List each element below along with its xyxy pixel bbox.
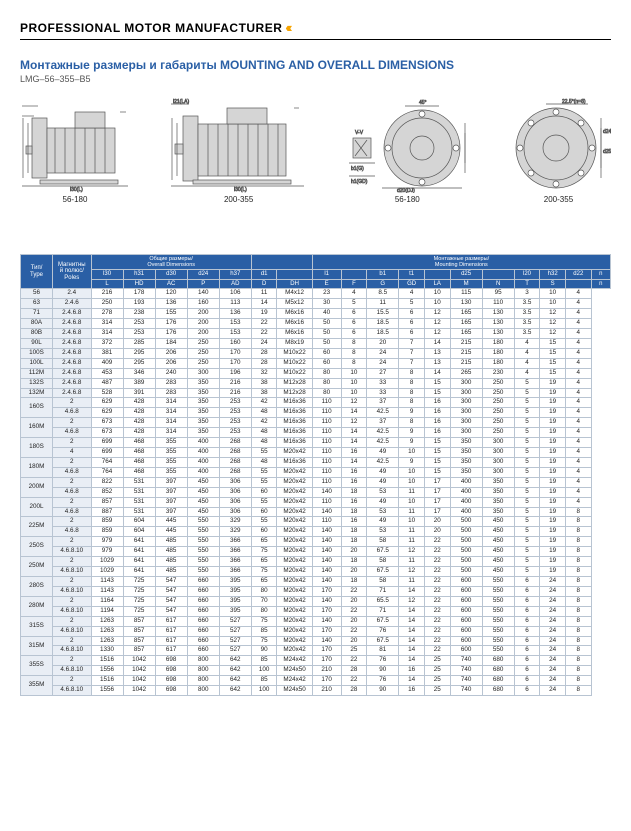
- table-row: 132M2.4.6.852839128335021638M12x28801033…: [21, 388, 611, 398]
- page-header: PROFESSIONAL MOTOR MANUFACTURER ‹‹‹: [20, 20, 611, 40]
- table-row: 160M267342831435025342M16x36110123781630…: [21, 418, 611, 428]
- table-row: 200L285753139745030655M20x42110164910174…: [21, 497, 611, 507]
- table-row: 4.6.8.10126385761766052785M20x4217022761…: [21, 626, 611, 636]
- section-title: Монтажные размеры и габариты MOUNTING AN…: [20, 58, 611, 72]
- motor-side-view-icon: l30(L): [20, 98, 130, 193]
- table-row: 315M2126385761766052775M20x421402067.514…: [21, 636, 611, 646]
- table-row: 4.6.8.1015561042698800642100M24x50210289…: [21, 666, 611, 676]
- table-row: 4.6.8.10119472554766039580M20x4217022711…: [21, 606, 611, 616]
- diagram-label: 56-180: [395, 195, 420, 204]
- table-row: 80B2.4.6.831425317620015322M6x1650618.56…: [21, 328, 611, 338]
- table-row: 712.4.6.827823815520013619M6x1640615.561…: [21, 309, 611, 319]
- table-row: 4.6.8.1015561042698800642100M24x50210289…: [21, 686, 611, 696]
- table-row: 562.421617812014010611M4x122348.54101159…: [21, 289, 611, 299]
- diagram-label: 200-355: [224, 195, 253, 204]
- svg-text:b1(G): b1(G): [351, 166, 364, 172]
- svg-text:l30(L): l30(L): [70, 187, 83, 193]
- header-title: PROFESSIONAL MOTOR MANUFACTURER: [20, 21, 282, 35]
- table-row: 250M2102964148555036665M20x4214018581122…: [21, 557, 611, 567]
- table-row: 180S269946835540026848M16x361101442.5915…: [21, 438, 611, 448]
- table-row: 132S2.4.6.848738928335021638M12x28801033…: [21, 378, 611, 388]
- table-row: 4.6.8.10133085761766052790M20x4217025811…: [21, 646, 611, 656]
- table-row: 632.4.625019313616011314M5x1230511510130…: [21, 299, 611, 309]
- table-row: 4.6.888753139745030660M20x42140185311174…: [21, 507, 611, 517]
- table-row: 90L2.4.6.837228518425016024M8x1950820714…: [21, 338, 611, 348]
- svg-text:d24(P): d24(P): [603, 129, 611, 135]
- svg-text:l30(L): l30(L): [234, 187, 247, 193]
- table-row: 4.6.885253139745030660M20x42140185311174…: [21, 487, 611, 497]
- technical-diagrams: l30(L) 56-180 l21(LA) l30(L) 200-355: [20, 98, 611, 204]
- table-row: 469946835540026855M20x421101649101535030…: [21, 448, 611, 458]
- svg-text:22.5°(n=8): 22.5°(n=8): [562, 99, 586, 105]
- diagram-label: 200-355: [544, 195, 573, 204]
- svg-text:45°: 45°: [419, 100, 427, 106]
- motor-flange-small-icon: 45° V-V b1(G) h1(GD) d20(DJ) d24(P) d25(…: [347, 98, 467, 193]
- table-row: 180M276446835540026848M16x361101442.5915…: [21, 457, 611, 467]
- model-code: LMG–56–355–B5: [20, 74, 611, 84]
- diagram-side-large: l21(LA) l30(L) 200-355: [169, 98, 309, 204]
- svg-text:l21(LA): l21(LA): [173, 99, 189, 105]
- table-row: 4.6.8.10102964148555036675M20x421402067.…: [21, 567, 611, 577]
- table-row: 100S2.4.6.838129520625017028M10x22608247…: [21, 348, 611, 358]
- diagram-label: 56-180: [63, 195, 88, 204]
- table-row: 200M282253139745030655M20x42110164910174…: [21, 477, 611, 487]
- diagram-flange-large: 22.5°(n=8) d24(P) d25(M) 200-355: [506, 98, 611, 204]
- table-row: 355M21516104269880064285M24x421702276142…: [21, 676, 611, 686]
- svg-text:V-V: V-V: [355, 130, 364, 136]
- table-row: 4.6.867342831435025348M16x361101442.5916…: [21, 428, 611, 438]
- table-row: 4.6.885960444555032960M20x42140185311205…: [21, 527, 611, 537]
- dimensions-table: Тип/TypeМагнитный полюс/PolesОбщие разме…: [20, 254, 611, 696]
- table-row: 315S2126385761766052775M20x421402067.514…: [21, 616, 611, 626]
- table-row: 112M2.4.6.845334624030019632M10x22801027…: [21, 368, 611, 378]
- table-row: 280M2116472554766039570M20x421402065.512…: [21, 596, 611, 606]
- svg-text:d25(M): d25(M): [603, 149, 611, 155]
- table-row: 100L2.4.6.840929520625017028M10x22608247…: [21, 358, 611, 368]
- table-row: 4.6.876446835540026855M20x42110164910153…: [21, 467, 611, 477]
- table-row: 250S297964148555036665M20x42140185811225…: [21, 537, 611, 547]
- table-row: 4.6.8.1097964148555036675M20x421402067.5…: [21, 547, 611, 557]
- table-row: 4.6.862942831435025348M16x361101442.5916…: [21, 408, 611, 418]
- table-row: 355S21516104269880064285M24x421702276142…: [21, 656, 611, 666]
- diagram-flange-small: 45° V-V b1(G) h1(GD) d20(DJ) d24(P) d25(…: [347, 98, 467, 204]
- table-row: 225M285960444555032955M20x42110164910205…: [21, 517, 611, 527]
- motor-side-large-icon: l21(LA) l30(L): [169, 98, 309, 193]
- motor-flange-large-icon: 22.5°(n=8) d24(P) d25(M): [506, 98, 611, 193]
- table-row: 4.6.8.10114372554766039580M20x4217022711…: [21, 586, 611, 596]
- diagram-side-small: l30(L) 56-180: [20, 98, 130, 204]
- table-row: 80A2.4.6.831425317620015322M6x1650618.56…: [21, 319, 611, 329]
- svg-text:d20(DJ): d20(DJ): [397, 188, 415, 193]
- table-row: 160S262942831435025342M16x36110123781630…: [21, 398, 611, 408]
- svg-text:h1(GD): h1(GD): [351, 179, 368, 185]
- chevrons-icon: ‹‹‹: [288, 20, 292, 35]
- table-row: 280S2114372554766039565M20x4214018581122…: [21, 577, 611, 587]
